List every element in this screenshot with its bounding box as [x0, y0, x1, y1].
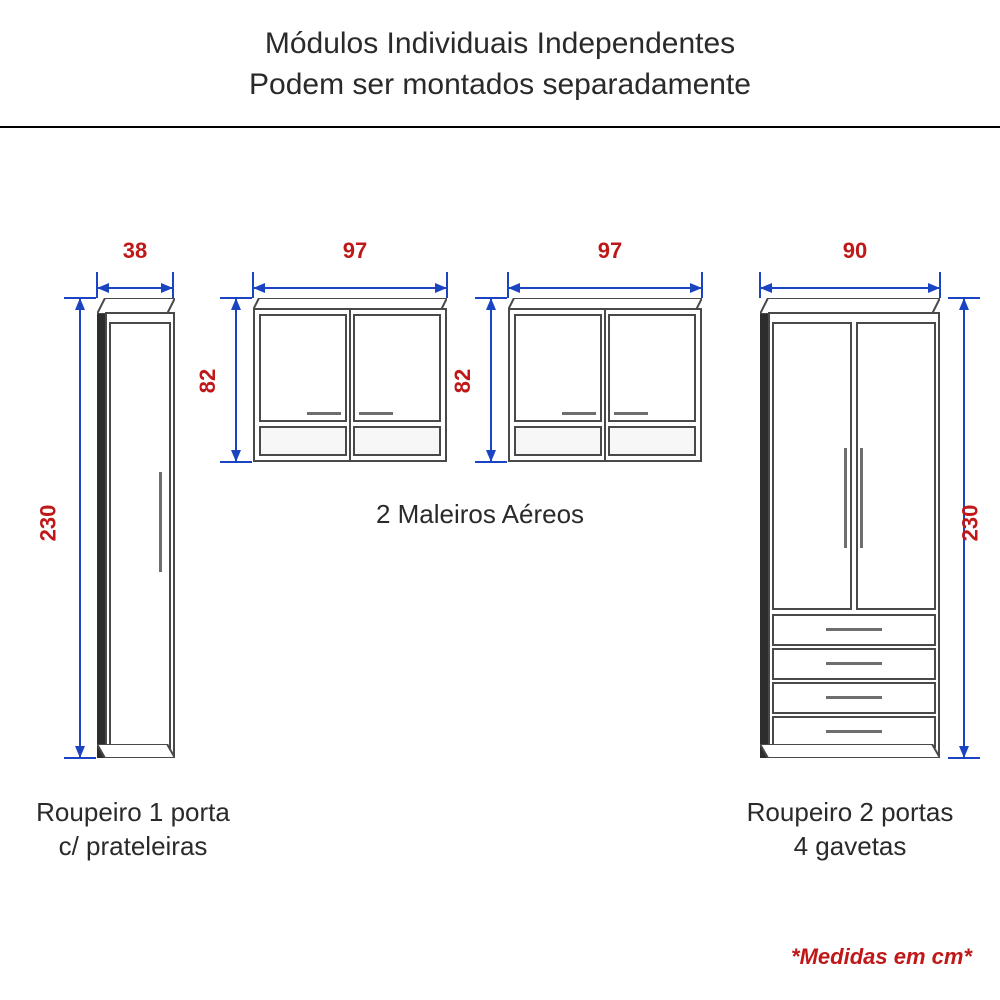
header-line2: Podem ser montados separadamente	[0, 65, 1000, 106]
roup2-width-label: 90	[830, 238, 880, 264]
maleiro-b-width-label: 97	[585, 238, 635, 264]
header: Módulos Individuais Independentes Podem …	[0, 0, 1000, 105]
roup1-caption: Roupeiro 1 porta c/ prateleiras	[18, 796, 248, 864]
maleiro-b-drawing	[508, 298, 702, 462]
roup1-width-label: 38	[110, 238, 160, 264]
roup2-drawing	[760, 298, 940, 758]
roup1-drawing	[97, 298, 175, 758]
maleiros-caption: 2 Maleiros Aéreos	[330, 498, 630, 532]
maleiro-a-width-dim	[253, 258, 453, 298]
header-line1: Módulos Individuais Independentes	[0, 24, 1000, 65]
footnote: *Medidas em cm*	[791, 944, 972, 970]
roup2-width-dim	[760, 258, 950, 298]
roup1-width-dim	[97, 258, 217, 298]
roup1-caption-line1: Roupeiro 1 porta	[18, 796, 248, 830]
roup1-height-label: 230	[35, 505, 61, 542]
roup1-caption-line2: c/ prateleiras	[18, 830, 248, 864]
maleiro-b-width-dim	[508, 258, 708, 298]
maleiro-a-width-label: 97	[330, 238, 380, 264]
maleiro-b-height-label: 82	[450, 369, 476, 393]
maleiro-a-drawing	[253, 298, 447, 462]
roup2-caption: Roupeiro 2 portas 4 gavetas	[720, 796, 980, 864]
page: Módulos Individuais Independentes Podem …	[0, 0, 1000, 1000]
divider	[0, 126, 1000, 128]
maleiro-a-height-label: 82	[195, 369, 221, 393]
roup2-caption-line2: 4 gavetas	[720, 830, 980, 864]
roup2-caption-line1: Roupeiro 2 portas	[720, 796, 980, 830]
roup2-height-label: 230	[957, 505, 983, 542]
